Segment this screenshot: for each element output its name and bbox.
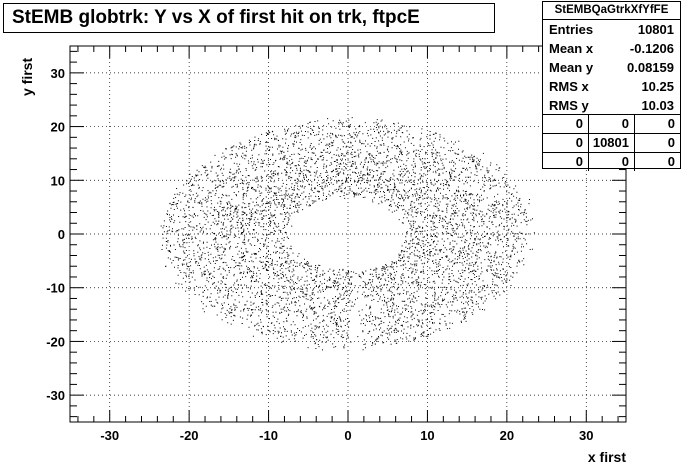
stats-value: -0.1206 bbox=[629, 41, 674, 56]
x-axis-label: x first bbox=[588, 449, 626, 465]
y-axis-label: y first bbox=[19, 58, 35, 96]
overflow-row: 0 0 0 bbox=[543, 153, 680, 171]
stats-value: 10.03 bbox=[641, 98, 674, 113]
y-tick-label: 20 bbox=[51, 120, 65, 135]
scatter-point-cloud bbox=[160, 117, 535, 351]
stats-value: 10.25 bbox=[641, 79, 674, 94]
chart-title: StEMB globtrk: Y vs X of first hit on tr… bbox=[3, 3, 495, 33]
y-tick-labels: -30 -20 -10 0 10 20 30 bbox=[46, 66, 65, 403]
x-tick-label: 20 bbox=[500, 428, 514, 443]
y-tick-label: -20 bbox=[46, 334, 65, 349]
x-tick-label: -10 bbox=[259, 428, 278, 443]
y-tick-label: -10 bbox=[46, 281, 65, 296]
y-tick-label: 10 bbox=[51, 173, 65, 188]
stats-name: StEMBQaGtrkXfYfFE bbox=[543, 2, 680, 20]
overflow-cell: 0 bbox=[667, 154, 675, 169]
overflow-cell: 0 bbox=[589, 115, 635, 133]
stats-value: 0.08159 bbox=[627, 60, 674, 75]
stats-row-rms-x: RMS x 10.25 bbox=[543, 77, 680, 96]
overflow-row: 0 10801 0 bbox=[543, 134, 680, 153]
overflow-cell: 10801 bbox=[589, 134, 635, 152]
stats-overflow-grid: 0 0 0 0 10801 0 0 0 0 bbox=[543, 114, 680, 171]
stats-key: RMS x bbox=[549, 79, 589, 94]
x-tick-label: -30 bbox=[100, 428, 119, 443]
stats-row-mean-x: Mean x -0.1206 bbox=[543, 39, 680, 58]
stats-row-rms-y: RMS y 10.03 bbox=[543, 96, 680, 115]
x-tick-label: 30 bbox=[579, 428, 593, 443]
scatter-points bbox=[160, 117, 535, 351]
x-tick-label: 10 bbox=[420, 428, 434, 443]
overflow-cell: 0 bbox=[543, 134, 589, 152]
overflow-cell: 0 bbox=[543, 115, 589, 133]
stats-box: StEMBQaGtrkXfYfFE Entries 10801 Mean x -… bbox=[542, 1, 681, 171]
x-tick-label: 0 bbox=[344, 428, 351, 443]
overflow-cell: 0 bbox=[667, 135, 675, 150]
y-tick-label: -30 bbox=[46, 388, 65, 403]
overflow-cell: 0 bbox=[667, 116, 675, 131]
stats-key: Mean x bbox=[549, 41, 594, 56]
overflow-cell: 0 bbox=[589, 153, 635, 171]
stats-value: 10801 bbox=[637, 22, 674, 37]
stats-key: Mean y bbox=[549, 60, 594, 75]
y-tick-label: 30 bbox=[51, 66, 65, 81]
stats-key: Entries bbox=[549, 22, 594, 37]
stats-row-entries: Entries 10801 bbox=[543, 20, 680, 39]
overflow-cell: 0 bbox=[543, 153, 589, 171]
stats-row-mean-y: Mean y 0.08159 bbox=[543, 58, 680, 77]
x-tick-labels: -30 -20 -10 0 10 20 30 bbox=[100, 428, 593, 443]
overflow-row: 0 0 0 bbox=[543, 115, 680, 134]
x-tick-label: -20 bbox=[180, 428, 199, 443]
stats-key: RMS y bbox=[549, 98, 589, 113]
y-tick-label: 0 bbox=[58, 227, 65, 242]
